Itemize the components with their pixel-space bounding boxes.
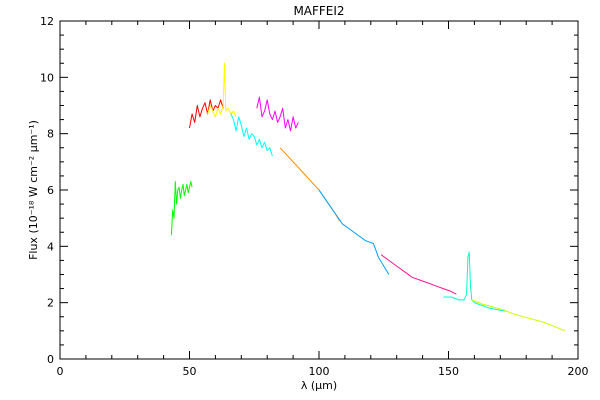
x-tick-label: 0: [57, 365, 64, 378]
x-axis-label: λ (μm): [301, 379, 337, 392]
x-tick-label: 200: [568, 365, 589, 378]
x-tick-label: 50: [183, 365, 197, 378]
series-line-2: [189, 99, 224, 129]
y-tick-label: 2: [47, 297, 54, 310]
series-line-9: [443, 251, 506, 312]
x-tick-label: 100: [309, 365, 330, 378]
chart-title: MAFFEI2: [293, 4, 344, 18]
series-line-7: [318, 189, 390, 275]
series-line-8: [380, 254, 457, 295]
series-line-5: [256, 96, 299, 132]
series-line-4: [230, 113, 273, 157]
y-axis-label: Flux (10⁻¹⁸ W cm⁻² μm⁻¹): [27, 120, 40, 260]
y-tick-label: 10: [40, 71, 54, 84]
series-line-3: [207, 62, 237, 118]
series-group: [170, 62, 566, 332]
axes: 0 50 100 150 200 0 2 4 6 8 10 12: [40, 15, 589, 378]
y-tick-label: 4: [47, 240, 54, 253]
series-line-6: [279, 147, 341, 222]
y-tick-label: 8: [47, 128, 54, 141]
series-line-10: [471, 299, 566, 332]
series-line-1: [170, 181, 193, 236]
x-tick-label: 150: [438, 365, 459, 378]
y-tick-label: 12: [40, 15, 54, 28]
y-tick-label: 6: [47, 184, 54, 197]
y-tick-label: 0: [47, 353, 54, 366]
